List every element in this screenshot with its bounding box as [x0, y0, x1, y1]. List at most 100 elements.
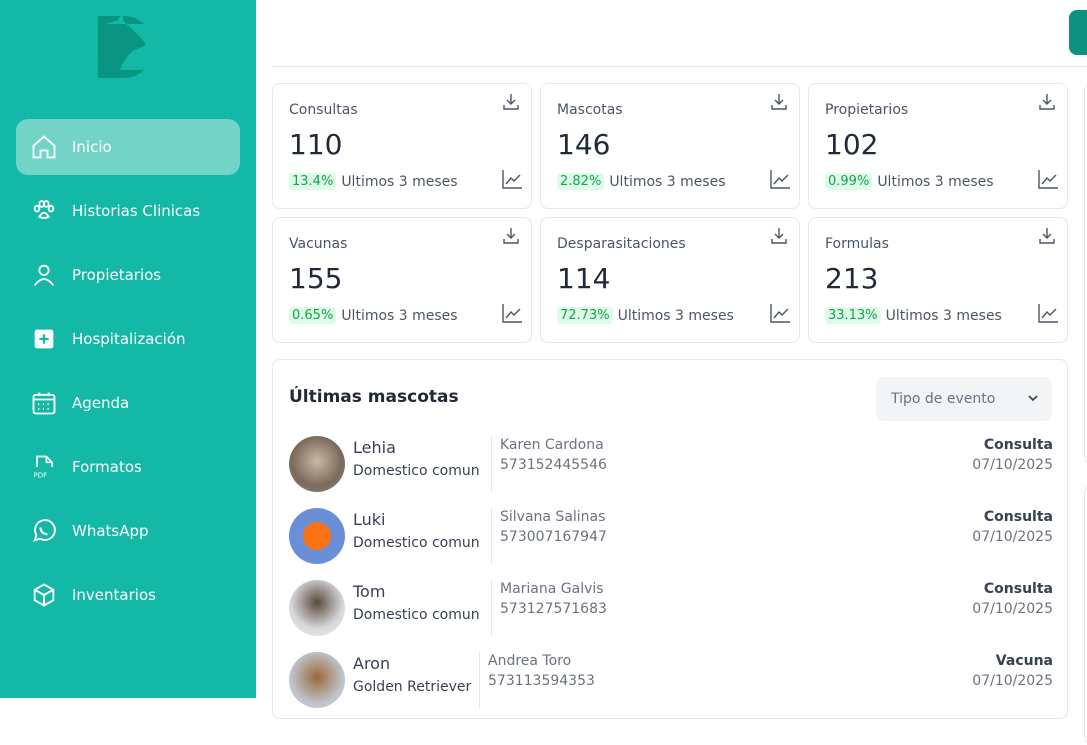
pet-row[interactable]: Luki Domestico comun Silvana Salinas 573…	[289, 508, 1053, 564]
sidebar-item-hospitalizacion[interactable]: Hospitalización	[16, 311, 240, 367]
divider	[491, 580, 492, 636]
sidebar-item-inicio[interactable]: Inicio	[16, 119, 240, 175]
download-icon[interactable]	[1037, 92, 1057, 112]
stat-value: 114	[557, 262, 611, 295]
event-type: Consulta	[983, 509, 1053, 525]
period-label: Ultimos 3 meses	[885, 307, 1002, 324]
divider	[479, 652, 480, 708]
download-icon[interactable]	[501, 226, 521, 246]
stat-card: Formulas 213 33.13% Ultimos 3 meses	[808, 217, 1068, 343]
stat-card: Consultas 110 13.4% Ultimos 3 meses	[272, 83, 532, 209]
trend-chart-icon[interactable]	[769, 302, 791, 324]
period-label: Ultimos 3 meses	[341, 173, 458, 190]
owner-name: Andrea Toro	[488, 653, 572, 669]
period-label: Ultimos 3 meses	[877, 173, 994, 190]
stat-label: Mascotas	[557, 102, 623, 118]
event-date: 07/10/2025	[972, 673, 1053, 689]
stat-card: Desparasitaciones 114 72.73% Ultimos 3 me…	[540, 217, 800, 343]
box-icon	[33, 583, 55, 607]
stat-value: 155	[289, 262, 343, 295]
panel-title: Últimas mascotas	[289, 387, 459, 407]
download-icon[interactable]	[769, 92, 789, 112]
stat-label: Formulas	[825, 236, 889, 252]
download-icon[interactable]	[501, 92, 521, 112]
pet-breed: Domestico comun	[353, 607, 480, 623]
chevron-down-icon	[1028, 395, 1038, 402]
stat-label: Desparasitaciones	[557, 236, 686, 252]
pet-breed: Domestico comun	[353, 463, 480, 479]
sidebar-item-label: Inventarios	[72, 586, 156, 604]
pet-name: Luki	[353, 510, 386, 529]
owner-phone: 573113594353	[488, 673, 595, 689]
download-icon[interactable]	[1037, 226, 1057, 246]
change-badge: 2.82%	[557, 173, 605, 190]
medical-plus-icon	[34, 329, 54, 349]
header-action-button[interactable]	[1069, 10, 1087, 55]
pet-breed: Domestico comun	[353, 535, 480, 551]
latest-pets-panel: Últimas mascotas Tipo de evento Lehia Do…	[272, 359, 1068, 719]
stat-label: Consultas	[289, 102, 358, 118]
sidebar-item-label: WhatsApp	[72, 522, 149, 540]
sidebar: Inicio Historias Clinicas Propietarios H…	[0, 0, 256, 698]
pet-name: Aron	[353, 654, 391, 673]
pet-row[interactable]: Aron Golden Retriever Andrea Toro 573113…	[289, 652, 1053, 708]
pet-row[interactable]: Lehia Domestico comun Karen Cardona 5731…	[289, 436, 1053, 492]
stat-card: Mascotas 146 2.82% Ultimos 3 meses	[540, 83, 800, 209]
trend-chart-icon[interactable]	[769, 168, 791, 190]
pet-name: Lehia	[353, 438, 396, 457]
pet-name: Tom	[353, 582, 386, 601]
pet-avatar	[289, 508, 345, 564]
sidebar-item-propietarios[interactable]: Propietarios	[16, 247, 240, 303]
sidebar-item-label: Propietarios	[72, 266, 162, 284]
select-value: Tipo de evento	[891, 391, 996, 407]
sidebar-item-inventarios[interactable]: Inventarios	[16, 567, 240, 623]
period-label: Ultimos 3 meses	[341, 307, 458, 324]
sidebar-item-whatsapp[interactable]: WhatsApp	[16, 503, 240, 559]
stat-value: 213	[825, 262, 879, 295]
change-badge: 72.73%	[557, 307, 613, 324]
pet-avatar	[289, 580, 345, 636]
owner-phone: 573007167947	[500, 529, 607, 545]
pet-breed: Golden Retriever	[353, 679, 472, 695]
divider	[491, 508, 492, 564]
sidebar-item-historias-clinicas[interactable]: Historias Clinicas	[16, 183, 240, 239]
event-type: Consulta	[983, 581, 1053, 597]
stat-card: Propietarios 102 0.99% Ultimos 3 meses	[808, 83, 1068, 209]
trend-chart-icon[interactable]	[1037, 168, 1059, 190]
owner-name: Mariana Galvis	[500, 581, 604, 597]
stat-value: 110	[289, 128, 343, 161]
event-type: Consulta	[983, 437, 1053, 453]
download-icon[interactable]	[769, 226, 789, 246]
owner-name: Karen Cardona	[500, 437, 604, 453]
period-label: Ultimos 3 meses	[617, 307, 734, 324]
svg-text:PDF: PDF	[34, 472, 48, 480]
divider	[491, 436, 492, 492]
pet-avatar	[289, 652, 345, 708]
event-date: 07/10/2025	[972, 457, 1053, 473]
stat-label: Vacunas	[289, 236, 348, 252]
home-icon	[32, 135, 56, 159]
stat-card: Vacunas 155 0.65% Ultimos 3 meses	[272, 217, 532, 343]
period-label: Ultimos 3 meses	[609, 173, 726, 190]
owner-phone: 573152445546	[500, 457, 607, 473]
trend-chart-icon[interactable]	[1037, 302, 1059, 324]
trend-chart-icon[interactable]	[501, 302, 523, 324]
change-badge: 13.4%	[289, 173, 337, 190]
stat-label: Propietarios	[825, 102, 909, 118]
stat-value: 102	[825, 128, 879, 161]
sidebar-item-agenda[interactable]: Agenda	[16, 375, 240, 431]
trend-chart-icon[interactable]	[501, 168, 523, 190]
change-badge: 0.65%	[289, 307, 337, 324]
event-type: Vacuna	[995, 653, 1053, 669]
sidebar-item-formatos[interactable]: PDF Formatos	[16, 439, 240, 495]
change-badge: 0.99%	[825, 173, 873, 190]
sidebar-item-label: Agenda	[72, 394, 130, 412]
owner-name: Silvana Salinas	[500, 509, 606, 525]
user-icon	[33, 264, 55, 287]
paw-icon	[33, 200, 55, 219]
sidebar-item-label: Inicio	[72, 138, 112, 156]
event-type-select[interactable]: Tipo de evento	[876, 377, 1052, 421]
pet-row[interactable]: Tom Domestico comun Mariana Galvis 57312…	[289, 580, 1053, 636]
pdf-file-icon: PDF	[34, 455, 53, 480]
event-date: 07/10/2025	[972, 601, 1053, 617]
